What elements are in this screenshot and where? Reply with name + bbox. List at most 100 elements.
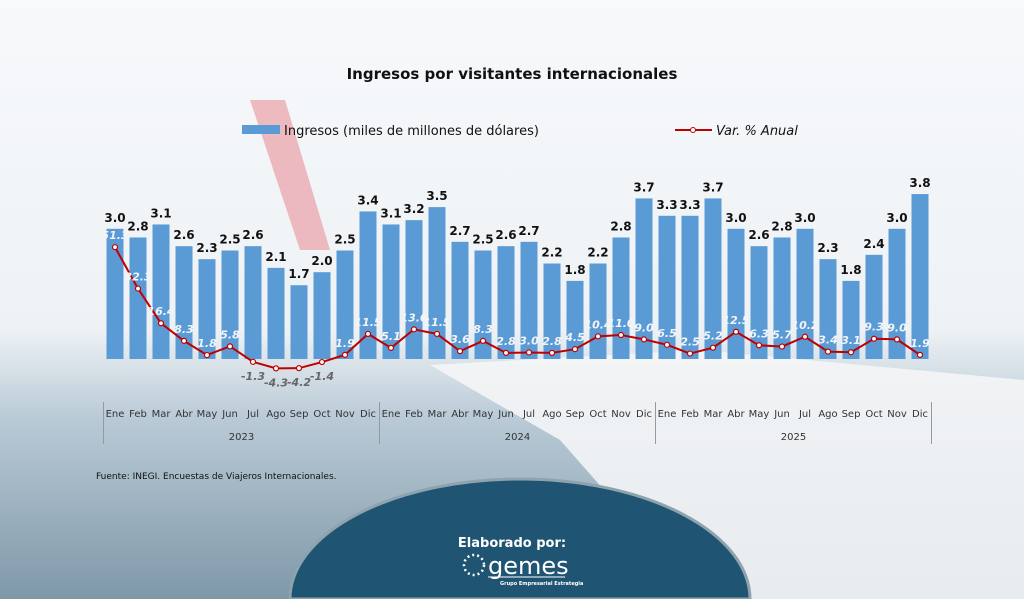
line-label: 11.5 — [423, 316, 450, 329]
bar — [543, 263, 561, 359]
bar-label: 3.7 — [702, 180, 723, 194]
bar — [106, 228, 124, 359]
line-point — [893, 336, 901, 343]
bar-label: 3.3 — [679, 198, 700, 212]
bar-label: 3.7 — [633, 180, 654, 194]
source-note: Fuente: INEGI. Encuestas de Viajeros Int… — [96, 472, 337, 482]
line-label: 16.4 — [147, 305, 174, 318]
line-point — [203, 351, 211, 359]
x-tick-label: Oct — [313, 409, 330, 420]
bar — [911, 194, 929, 359]
bar-label: 2.5 — [334, 233, 355, 247]
line-label: 1.8 — [197, 337, 217, 350]
line-label: 3.1 — [841, 334, 861, 347]
bar — [612, 237, 630, 359]
bar — [290, 285, 308, 359]
line-label: 32.3 — [124, 271, 151, 284]
line-label: 11.0 — [607, 317, 634, 330]
year-label: 2025 — [781, 432, 806, 443]
line-point — [226, 343, 234, 350]
bar-label: 2.7 — [449, 224, 470, 238]
line-label: 1.9 — [335, 337, 355, 350]
line-label: 3.0 — [519, 334, 539, 347]
bar — [727, 228, 745, 359]
line-label: 1.9 — [910, 337, 930, 350]
x-tick-label: May — [749, 409, 770, 420]
x-tick-label: Abr — [451, 409, 469, 420]
x-tick-label: Abr — [175, 409, 193, 420]
bar-label: 2.5 — [472, 233, 493, 247]
bar-label: 2.8 — [127, 219, 148, 233]
line-label: 8.3 — [174, 323, 194, 336]
bar — [129, 237, 147, 359]
bar — [175, 246, 193, 359]
bar-label: 2.6 — [748, 228, 769, 242]
line-label: 3.6 — [450, 333, 470, 346]
x-tick-label: Jul — [798, 409, 811, 420]
x-tick-label: Abr — [727, 409, 745, 420]
bar — [451, 241, 469, 359]
line-point — [318, 358, 326, 366]
x-tick-label: Ene — [106, 409, 125, 420]
bar — [244, 246, 262, 359]
line-point — [410, 326, 418, 333]
line-label: 51.3 — [101, 229, 128, 242]
x-tick-label: Dic — [636, 409, 652, 420]
line-label: 8.3 — [473, 323, 493, 336]
line-point — [134, 285, 142, 292]
line-point — [456, 348, 464, 355]
bar — [313, 272, 331, 359]
bar-label: 2.4 — [863, 237, 884, 251]
x-tick-label: Ago — [542, 409, 561, 420]
year-label: 2023 — [229, 432, 254, 443]
line-point — [663, 341, 671, 348]
line-point — [548, 349, 556, 356]
line-label: -1.3 — [241, 370, 265, 383]
line-point — [686, 350, 694, 357]
line-point — [778, 343, 786, 350]
line-label: -4.3 — [264, 376, 288, 389]
bar-label: 3.1 — [150, 206, 171, 220]
line-label: 2.8 — [496, 335, 516, 348]
line-point — [709, 344, 717, 351]
legend-bar-label: Ingresos (miles de millones de dólares) — [284, 124, 539, 139]
line-point — [502, 349, 510, 356]
bar — [497, 246, 515, 359]
line-point — [111, 244, 119, 251]
year-label: 2024 — [505, 432, 530, 443]
bar-label: 1.7 — [288, 267, 309, 281]
line-label: -1.4 — [310, 370, 334, 383]
x-tick-label: Mar — [704, 409, 724, 420]
line-label: 11.5 — [354, 316, 381, 329]
line-point — [249, 358, 257, 365]
bar-label: 3.0 — [725, 211, 746, 225]
line-point — [801, 333, 809, 340]
bar-label: 1.8 — [840, 263, 861, 277]
bar — [704, 198, 722, 359]
x-tick-label: Jun — [773, 409, 790, 420]
legend-line-marker — [690, 127, 696, 133]
bar-label: 2.2 — [587, 246, 608, 260]
x-tick-label: May — [197, 409, 218, 420]
x-tick-label: Nov — [887, 409, 907, 420]
bar-label: 3.3 — [656, 198, 677, 212]
bar — [405, 220, 423, 359]
bar — [842, 280, 860, 359]
line-point — [755, 342, 763, 349]
line-point — [571, 346, 579, 353]
line-point — [732, 328, 740, 335]
background-wing-tip — [250, 100, 330, 250]
bar-label: 2.6 — [242, 228, 263, 242]
x-tick-label: Nov — [611, 409, 631, 420]
line-point — [594, 333, 602, 340]
line-point — [640, 336, 648, 343]
x-tick-label: Jul — [246, 409, 259, 420]
line-point — [824, 348, 832, 355]
bar-label: 2.0 — [311, 254, 332, 268]
x-tick-label: Ene — [658, 409, 677, 420]
bar-label: 2.8 — [771, 219, 792, 233]
bar — [428, 207, 446, 359]
line-point — [847, 349, 855, 356]
bar-label: 2.3 — [817, 241, 838, 255]
